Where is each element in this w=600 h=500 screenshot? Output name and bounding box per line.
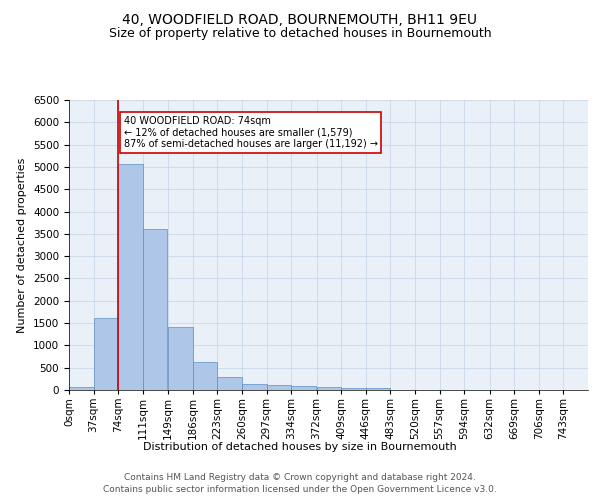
Bar: [193, 362, 217, 390]
Text: Contains HM Land Registry data © Crown copyright and database right 2024.: Contains HM Land Registry data © Crown c…: [124, 472, 476, 482]
Bar: [266, 385, 291, 390]
Bar: [94, 318, 118, 390]
Bar: [341, 388, 366, 390]
Text: Contains public sector information licensed under the Open Government Licence v3: Contains public sector information licen…: [103, 485, 497, 494]
Text: Size of property relative to detached houses in Bournemouth: Size of property relative to detached ho…: [109, 28, 491, 40]
Text: Distribution of detached houses by size in Bournemouth: Distribution of detached houses by size …: [143, 442, 457, 452]
Bar: [217, 378, 242, 390]
Bar: [291, 386, 316, 390]
Bar: [366, 388, 391, 390]
Y-axis label: Number of detached properties: Number of detached properties: [17, 158, 28, 332]
Bar: [143, 229, 167, 390]
Text: 40, WOODFIELD ROAD, BOURNEMOUTH, BH11 9EU: 40, WOODFIELD ROAD, BOURNEMOUTH, BH11 9E…: [122, 12, 478, 26]
Bar: [69, 387, 94, 390]
Text: 40 WOODFIELD ROAD: 74sqm
← 12% of detached houses are smaller (1,579)
87% of sem: 40 WOODFIELD ROAD: 74sqm ← 12% of detach…: [124, 116, 377, 149]
Bar: [168, 327, 193, 390]
Bar: [118, 164, 143, 390]
Bar: [242, 384, 266, 390]
Bar: [317, 388, 341, 390]
